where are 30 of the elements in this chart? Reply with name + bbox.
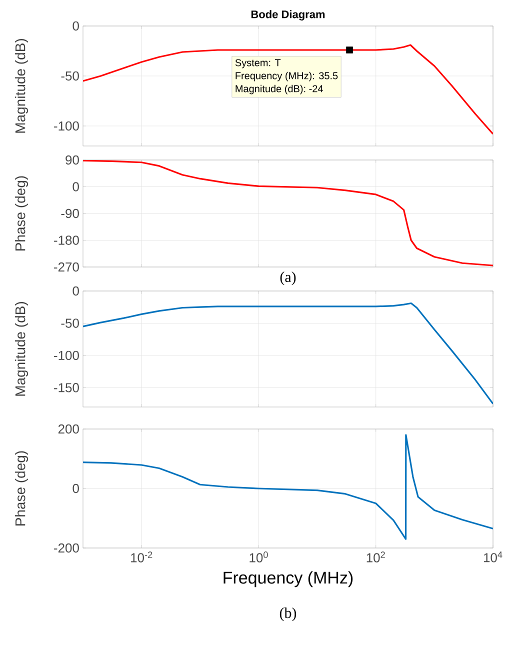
y-tick-label: -270 <box>54 262 79 272</box>
text: (a) <box>280 272 296 286</box>
y-tick-label: 90 <box>66 155 79 165</box>
y-axis-title: Magnitude (dB) <box>14 39 28 133</box>
chart-title: Bode Diagram <box>251 10 325 20</box>
x-axis-title: Frequency (MHz) <box>224 571 353 588</box>
y-axis-title: Phase (deg) <box>14 451 28 526</box>
x-tick-label: 10$^{0}$ <box>250 552 268 562</box>
y-tick-label: -50 <box>61 318 79 328</box>
y-tick-label: -200 <box>54 543 79 553</box>
y-tick-label: 0 <box>72 21 79 31</box>
y-tick-label: -50 <box>61 71 79 81</box>
y-tick-label: -150 <box>54 383 79 392</box>
y-tick-label: -100 <box>54 350 79 360</box>
y-tick-label: -180 <box>54 236 79 245</box>
x-tick-label: 10$^{2}$ <box>366 552 385 562</box>
y-tick-label: 200 <box>58 424 79 434</box>
y-tick-label: -90 <box>61 208 79 218</box>
annotation: Frequency (MHz): 35.5 <box>236 72 338 82</box>
x-tick-label: 10$^{4}$ <box>484 552 502 562</box>
y-tick-label: 0 <box>72 286 79 296</box>
y-axis-title: Phase (deg) <box>14 176 28 250</box>
annotation: System: T <box>235 59 281 68</box>
text: (b) <box>280 608 296 622</box>
y-axis-title: Magnitude (dB) <box>14 302 28 396</box>
y-tick-label: -100 <box>54 121 79 131</box>
y-tick-label: 0 <box>72 484 79 494</box>
annotation: Magnitude (dB): -24 <box>236 84 323 94</box>
x-tick-label: 10$^{-2}$ <box>131 552 152 562</box>
y-tick-label: 0 <box>72 182 79 192</box>
